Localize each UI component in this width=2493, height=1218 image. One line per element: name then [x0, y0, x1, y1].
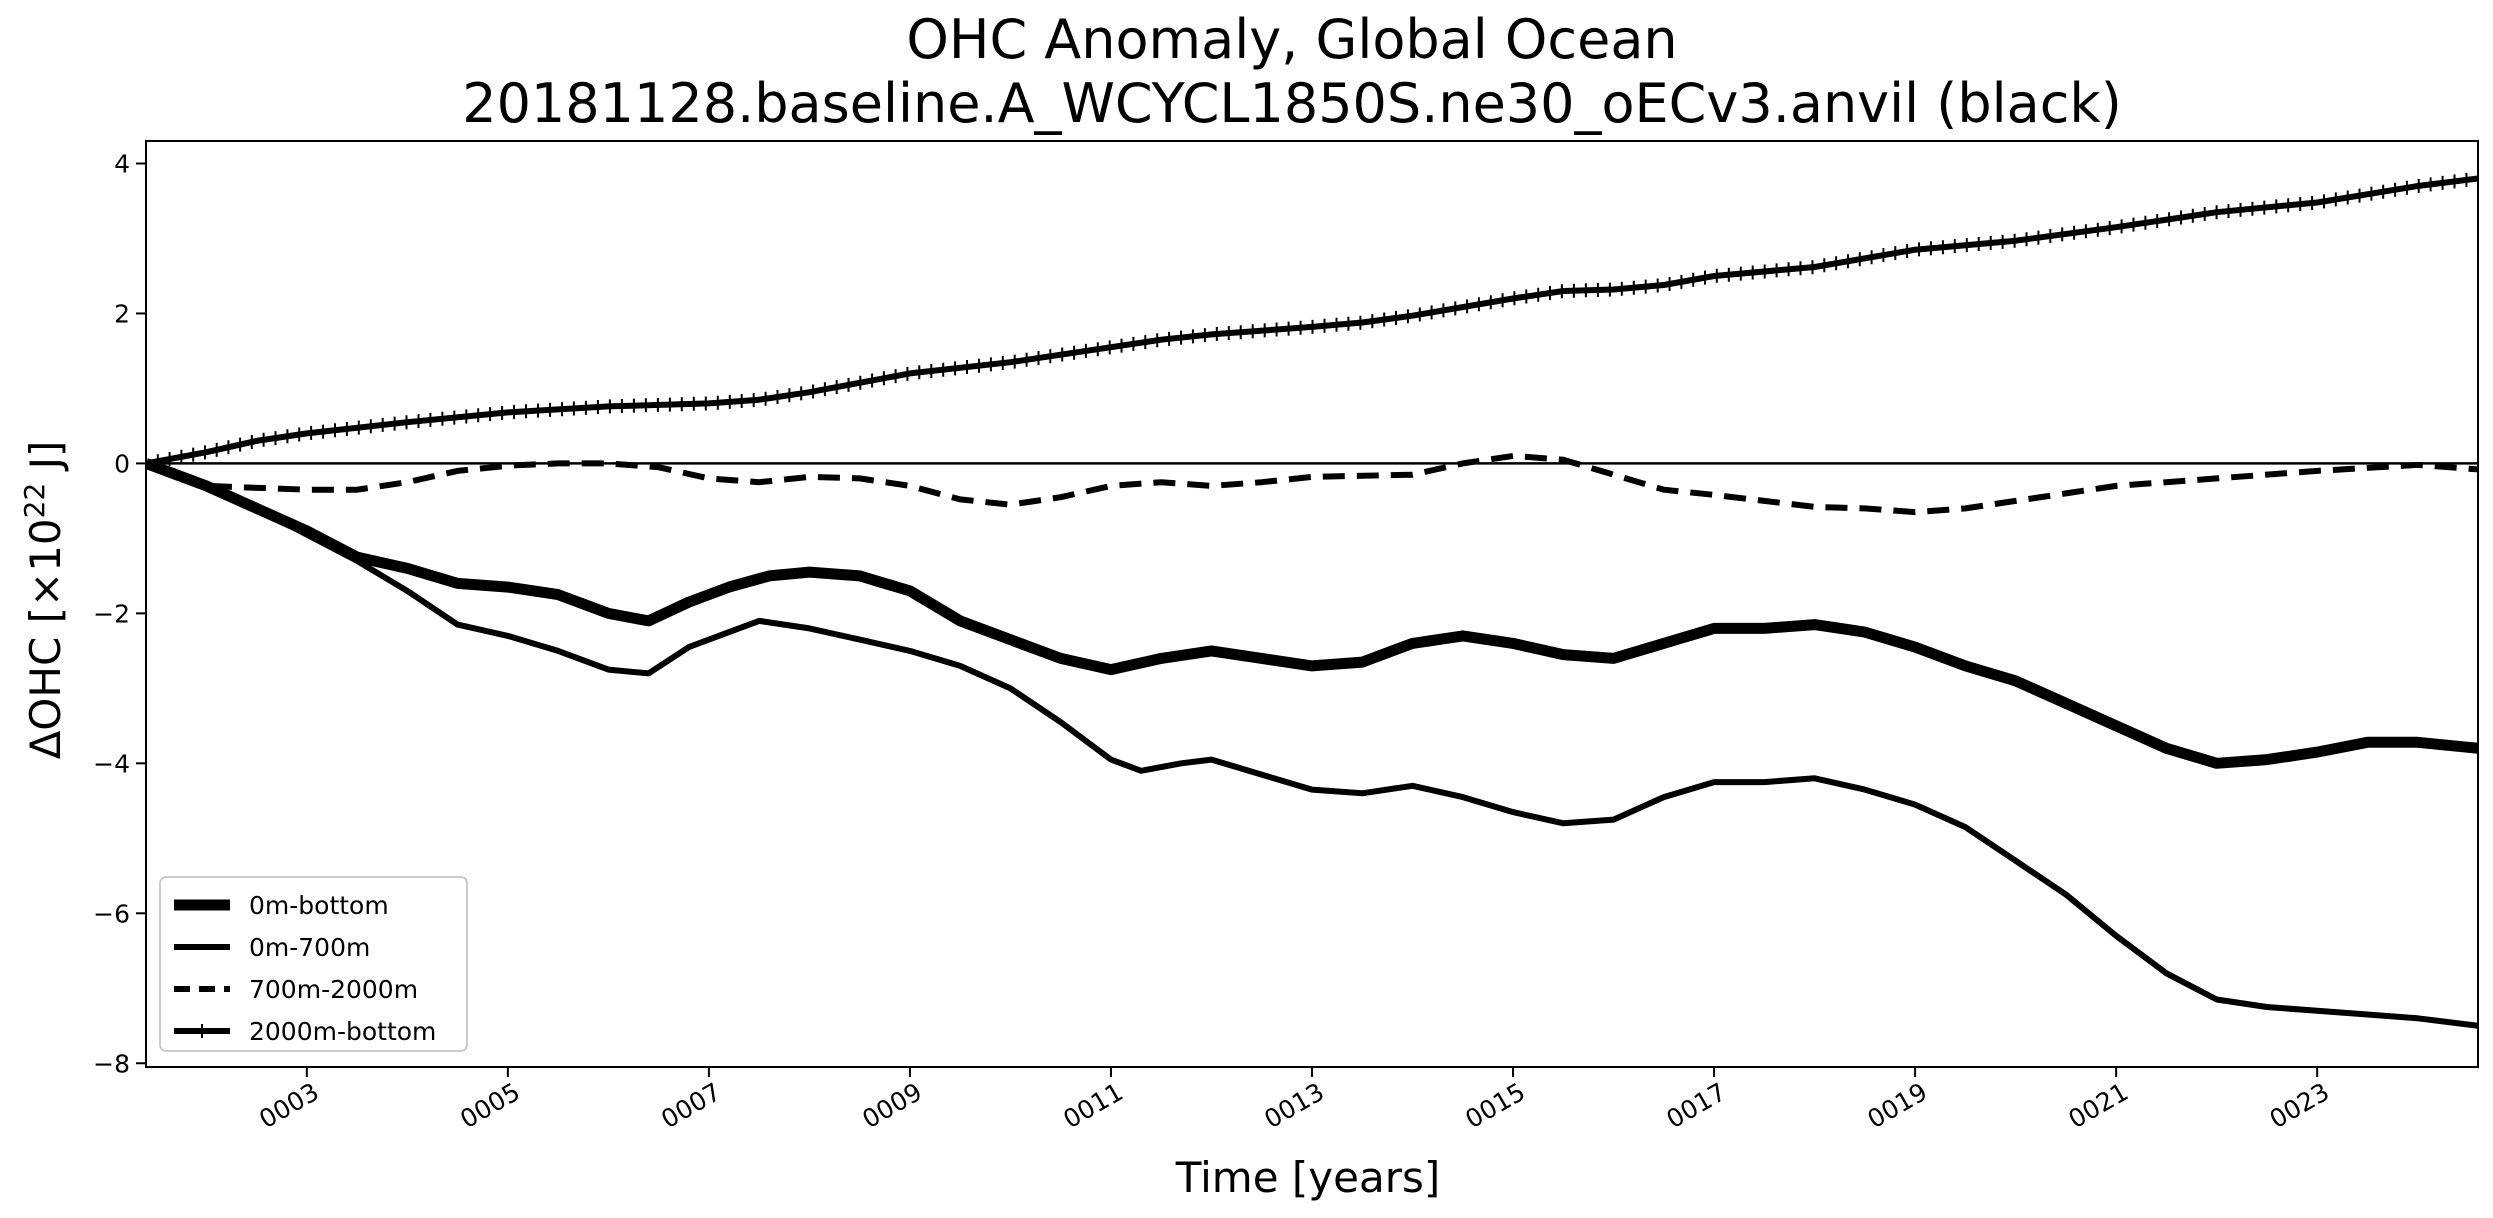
legend-item-2000m-bottom: 2000m-bottom: [174, 1017, 436, 1046]
series-line-700m-2000m: [146, 452, 2478, 516]
legend-item-0m-700m: 0m-700m: [174, 933, 370, 962]
x-tick-label: 0011: [1058, 1077, 1128, 1134]
legend-label: 2000m-bottom: [249, 1017, 436, 1046]
x-axis: 0003 0005 0007 0009 0011 0013 0015 0017 0019 0021…: [254, 1067, 2334, 1134]
y-tick-label: −8: [93, 1049, 130, 1078]
x-axis-label: Time [years]: [1175, 1153, 1441, 1202]
chart-title: OHC Anomaly, Global Ocean: [906, 8, 1677, 71]
y-tick-label: 2: [114, 299, 130, 328]
chart-subtitle: 20181128.baseline.A_WCYCL1850S.ne30_oECv…: [462, 72, 2122, 135]
x-tick-label: 0013: [1259, 1077, 1329, 1134]
x-tick-label: 0007: [656, 1077, 726, 1134]
y-axis-label-unit: J]: [21, 441, 70, 483]
x-tick-label: 0003: [254, 1077, 324, 1134]
series-line-0m-700m: [146, 460, 2478, 1029]
x-tick-label: 0005: [455, 1077, 525, 1134]
y-axis-label: ΔOHC [×1022 J]: [18, 441, 70, 760]
x-tick-label: 0023: [2265, 1077, 2335, 1134]
y-tick-label: 0: [114, 449, 130, 478]
legend: 0m-bottom 0m-700m 700m-2000m 2000m-bottom: [159, 876, 468, 1052]
legend-item-700m-2000m: 700m-2000m: [174, 975, 418, 1004]
legend-label: 0m-700m: [249, 933, 370, 962]
x-tick-label: 0015: [1460, 1077, 1530, 1134]
plot-frame: [145, 140, 2479, 1068]
x-tick-label: 0017: [1661, 1077, 1731, 1134]
x-tick-label: 0019: [1863, 1077, 1933, 1134]
legend-box: [159, 876, 468, 1052]
y-axis: 4 2 0 −2 −4 −6 −8: [93, 149, 146, 1078]
y-tick-label: −2: [93, 599, 130, 628]
legend-item-0m-bottom: 0m-bottom: [174, 891, 389, 920]
x-tick-label: 0009: [857, 1077, 927, 1134]
legend-swatch-marker: [195, 1024, 209, 1038]
series-line-0m-bottom: [146, 458, 2478, 769]
y-axis-label-main: ΔOHC [×10: [21, 518, 70, 759]
y-tick-label: −6: [93, 899, 130, 928]
legend-label: 700m-2000m: [249, 975, 418, 1004]
y-tick-label: 4: [114, 149, 130, 178]
plot-area: [145, 140, 2479, 1068]
y-tick-label: −4: [93, 749, 130, 778]
legend-label: 0m-bottom: [249, 891, 389, 920]
x-tick-label: 0021: [2064, 1077, 2134, 1134]
series-markers-2000m-bottom: [146, 172, 2474, 471]
y-axis-label-exponent: 22: [18, 483, 51, 519]
